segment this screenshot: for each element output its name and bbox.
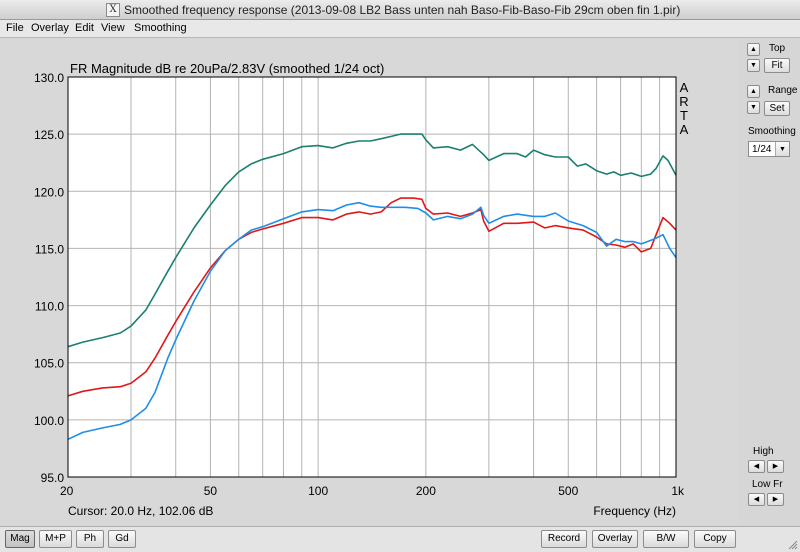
y-tick-label: 110.0 [35, 300, 64, 314]
side-panel: ▲ ▼ Top Fit ▲ ▼ Range Set Smoothing 1/24… [740, 39, 800, 525]
lowfr-right-button[interactable]: ▶ [767, 493, 784, 506]
y-tick-label: 95.0 [41, 471, 65, 485]
record-button[interactable]: Record [541, 530, 587, 548]
y-tick-label: 100.0 [34, 414, 64, 428]
x-tick-label: 50 [204, 484, 218, 498]
menu-view[interactable]: View [101, 22, 125, 34]
smoothing-value: 1/24 [752, 144, 772, 155]
y-tick-label: 115.0 [35, 242, 64, 256]
plot-background [68, 77, 676, 477]
arta-letter: A [680, 122, 689, 137]
x-axis-label: Frequency (Hz) [593, 504, 676, 518]
chevron-down-icon: ▼ [775, 142, 789, 156]
x-tick-label: 500 [558, 484, 578, 498]
high-label: High [753, 446, 774, 457]
cursor-readout: Cursor: 20.0 Hz, 102.06 dB [68, 504, 213, 518]
title-bar: X Smoothed frequency response (2013-09-0… [0, 0, 800, 20]
high-right-button[interactable]: ▶ [767, 460, 784, 473]
menu-edit[interactable]: Edit [75, 22, 94, 34]
phase-button[interactable]: Ph [76, 530, 104, 548]
curves [67, 133, 677, 441]
x-tick-label: 1k [671, 484, 685, 498]
menu-smoothing[interactable]: Smoothing [134, 22, 187, 34]
bottom-toolbar: Mag M+P Ph Gd Record Overlay B/W Copy [0, 526, 800, 552]
series-line-3 [67, 201, 677, 441]
fit-button[interactable]: Fit [764, 58, 790, 73]
overlay-button[interactable]: Overlay [592, 530, 638, 548]
menu-file[interactable]: File [6, 22, 24, 34]
top-label: Top [769, 43, 786, 54]
range-up-button[interactable]: ▲ [747, 85, 760, 98]
frequency-response-chart[interactable]: 95.0100.0105.0110.0115.0120.0125.0130.0 … [0, 39, 738, 525]
arta-watermark: A R T A [679, 80, 688, 137]
top-up-button[interactable]: ▲ [747, 43, 760, 56]
copy-button[interactable]: Copy [694, 530, 736, 548]
high-left-button[interactable]: ◀ [748, 460, 765, 473]
mag-phase-button[interactable]: M+P [39, 530, 72, 548]
series-line-1 [67, 133, 677, 348]
arta-letter: A [680, 80, 689, 95]
chart-title: FR Magnitude dB re 20uPa/2.83V (smoothed… [70, 61, 384, 76]
plot-panel: 95.0 100.0 105.0 110.0 115.0 120.0 125.0 130.0 … [0, 39, 738, 525]
range-label: Range [768, 85, 798, 96]
group-delay-button[interactable]: Gd [108, 530, 136, 548]
arta-letter: T [680, 108, 688, 123]
x-tick-label: 20 [60, 484, 74, 498]
plot-frame [67, 76, 677, 478]
bw-button[interactable]: B/W [643, 530, 689, 548]
y-tick-label: 120.0 [34, 185, 64, 199]
x-tick-label: 100 [308, 484, 328, 498]
y-tick-labels: 95.0 100.0 105.0 110.0 115.0 120.0 125.0 130.0 [34, 71, 64, 485]
window-title: Smoothed frequency response (2013-09-08 … [124, 3, 681, 17]
lowfr-left-button[interactable]: ◀ [748, 493, 765, 506]
y-tick-label: 105.0 [34, 357, 64, 371]
menu-overlay[interactable]: Overlay [31, 22, 69, 34]
set-button[interactable]: Set [764, 101, 790, 116]
lowfr-label: Low Fr [752, 479, 783, 490]
x11-app-icon: X [106, 3, 120, 17]
resize-grip-icon[interactable] [788, 540, 798, 550]
mag-button[interactable]: Mag [5, 530, 35, 548]
y-tick-label: 125.0 [34, 128, 64, 142]
y-tick-label: 130.0 [34, 71, 64, 85]
smoothing-select[interactable]: 1/24 ▼ [748, 141, 790, 157]
arta-letter: R [679, 94, 688, 109]
menu-bar: File Overlay Edit View Smoothing [0, 20, 800, 38]
x-tick-label: 200 [416, 484, 436, 498]
top-down-button[interactable]: ▼ [747, 59, 760, 72]
smoothing-label: Smoothing [748, 126, 796, 137]
x-tick-labels: 20 50 100 200 500 1k [60, 484, 685, 498]
range-down-button[interactable]: ▼ [747, 101, 760, 114]
